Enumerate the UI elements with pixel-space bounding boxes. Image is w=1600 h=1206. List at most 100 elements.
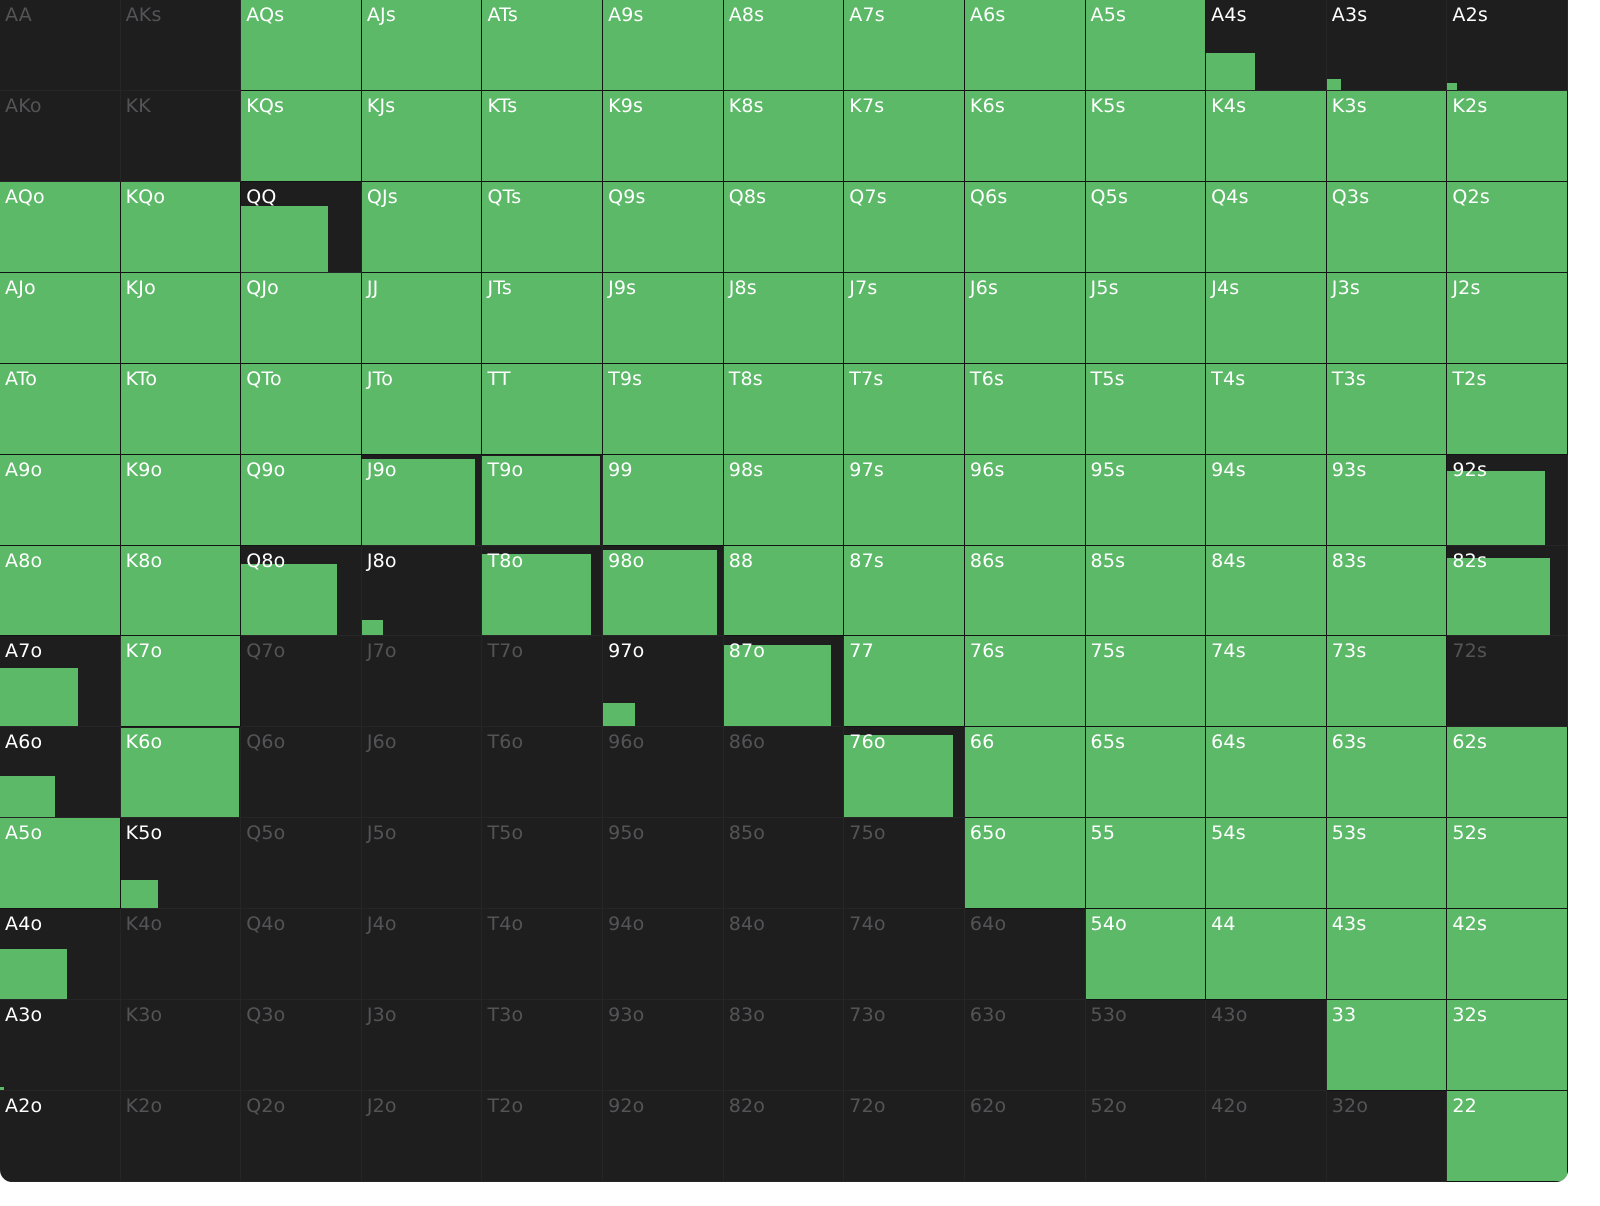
hand-cell[interactable]: J8o — [361, 545, 483, 637]
hand-cell[interactable]: KK — [120, 90, 242, 182]
hand-cell[interactable]: Q3s — [1326, 181, 1448, 273]
hand-cell[interactable]: 99 — [603, 454, 724, 546]
hand-cell[interactable]: A5s — [1085, 0, 1207, 91]
hand-cell[interactable]: 84s — [1206, 545, 1327, 637]
hand-cell[interactable]: A5o — [0, 818, 121, 910]
hand-cell[interactable]: J6s — [964, 272, 1086, 364]
hand-cell[interactable]: K2o — [120, 1091, 242, 1182]
hand-cell[interactable]: A7o — [0, 636, 121, 728]
hand-cell[interactable]: 52s — [1447, 818, 1568, 910]
hand-cell[interactable]: K7s — [844, 90, 965, 182]
hand-cell[interactable]: 65o — [964, 818, 1086, 910]
hand-cell[interactable]: A9o — [0, 454, 121, 546]
hand-cell[interactable]: K2s — [1447, 90, 1568, 182]
hand-cell[interactable]: 83o — [723, 1000, 845, 1092]
hand-cell[interactable]: 66 — [964, 727, 1086, 819]
hand-cell[interactable]: Q9o — [241, 454, 362, 546]
hand-cell[interactable]: J5o — [361, 818, 483, 910]
hand-cell[interactable]: 86s — [964, 545, 1086, 637]
hand-cell[interactable]: K7o — [120, 636, 242, 728]
hand-cell[interactable]: T8o — [482, 545, 604, 637]
hand-cell[interactable]: JJ — [361, 272, 483, 364]
hand-cell[interactable]: 96o — [603, 727, 724, 819]
hand-cell[interactable]: 63s — [1326, 727, 1448, 819]
hand-cell[interactable]: 96s — [964, 454, 1086, 546]
hand-cell[interactable]: QQ — [241, 181, 362, 273]
hand-cell[interactable]: T2o — [482, 1091, 604, 1182]
hand-cell[interactable]: 43o — [1206, 1000, 1327, 1092]
hand-cell[interactable]: J4o — [361, 909, 483, 1001]
hand-cell[interactable]: 82o — [723, 1091, 845, 1182]
hand-cell[interactable]: 86o — [723, 727, 845, 819]
hand-cell[interactable]: 94o — [603, 909, 724, 1001]
hand-cell[interactable]: A3o — [0, 1000, 121, 1092]
hand-cell[interactable]: 72s — [1447, 636, 1568, 728]
hand-cell[interactable]: J7o — [361, 636, 483, 728]
hand-cell[interactable]: 55 — [1085, 818, 1207, 910]
hand-cell[interactable]: J3o — [361, 1000, 483, 1092]
hand-cell[interactable]: AKo — [0, 90, 121, 182]
hand-cell[interactable]: A4o — [0, 909, 121, 1001]
hand-cell[interactable]: QJs — [361, 181, 483, 273]
hand-cell[interactable]: 32s — [1447, 1000, 1568, 1092]
hand-cell[interactable]: J8s — [723, 272, 845, 364]
hand-cell[interactable]: AQo — [0, 181, 121, 273]
hand-cell[interactable]: 54s — [1206, 818, 1327, 910]
hand-cell[interactable]: Q2s — [1447, 181, 1568, 273]
hand-cell[interactable]: A6s — [964, 0, 1086, 91]
hand-cell[interactable]: T8s — [723, 363, 845, 455]
hand-cell[interactable]: J9o — [361, 454, 483, 546]
hand-cell[interactable]: A6o — [0, 727, 121, 819]
hand-cell[interactable]: QTo — [241, 363, 362, 455]
hand-cell[interactable]: AA — [0, 0, 121, 91]
hand-cell[interactable]: J2o — [361, 1091, 483, 1182]
hand-cell[interactable]: K6s — [964, 90, 1086, 182]
hand-cell[interactable]: 93s — [1326, 454, 1448, 546]
hand-cell[interactable]: T3s — [1326, 363, 1448, 455]
hand-cell[interactable]: T3o — [482, 1000, 604, 1092]
hand-cell[interactable]: Q9s — [603, 181, 724, 273]
hand-cell[interactable]: Q5o — [241, 818, 362, 910]
hand-cell[interactable]: K8o — [120, 545, 242, 637]
hand-cell[interactable]: 75o — [844, 818, 965, 910]
hand-cell[interactable]: T7s — [844, 363, 965, 455]
hand-cell[interactable]: 85s — [1085, 545, 1207, 637]
hand-cell[interactable]: A3s — [1326, 0, 1448, 91]
hand-cell[interactable]: 53o — [1085, 1000, 1207, 1092]
hand-cell[interactable]: A9s — [603, 0, 724, 91]
hand-cell[interactable]: A2s — [1447, 0, 1568, 91]
hand-cell[interactable]: JTs — [482, 272, 604, 364]
hand-cell[interactable]: 53s — [1326, 818, 1448, 910]
hand-cell[interactable]: TT — [482, 363, 604, 455]
hand-cell[interactable]: 87s — [844, 545, 965, 637]
hand-cell[interactable]: 97o — [603, 636, 724, 728]
hand-cell[interactable]: K3s — [1326, 90, 1448, 182]
hand-cell[interactable]: A8s — [723, 0, 845, 91]
hand-cell[interactable]: K9s — [603, 90, 724, 182]
hand-cell[interactable]: Q2o — [241, 1091, 362, 1182]
hand-cell[interactable]: T5o — [482, 818, 604, 910]
hand-cell[interactable]: 75s — [1085, 636, 1207, 728]
hand-cell[interactable]: J4s — [1206, 272, 1327, 364]
hand-cell[interactable]: 87o — [723, 636, 845, 728]
hand-cell[interactable]: 42o — [1206, 1091, 1327, 1182]
hand-cell[interactable]: 95s — [1085, 454, 1207, 546]
hand-cell[interactable]: K4s — [1206, 90, 1327, 182]
hand-cell[interactable]: 74s — [1206, 636, 1327, 728]
hand-cell[interactable]: T6s — [964, 363, 1086, 455]
hand-cell[interactable]: 52o — [1085, 1091, 1207, 1182]
hand-cell[interactable]: 62s — [1447, 727, 1568, 819]
hand-cell[interactable]: K5o — [120, 818, 242, 910]
hand-cell[interactable]: ATs — [482, 0, 604, 91]
hand-cell[interactable]: 88 — [723, 545, 845, 637]
hand-cell[interactable]: AKs — [120, 0, 242, 91]
hand-cell[interactable]: JTo — [361, 363, 483, 455]
hand-cell[interactable]: 92o — [603, 1091, 724, 1182]
hand-cell[interactable]: 97s — [844, 454, 965, 546]
hand-cell[interactable]: T9o — [482, 454, 604, 546]
hand-cell[interactable]: KTs — [482, 90, 604, 182]
hand-cell[interactable]: Q4s — [1206, 181, 1327, 273]
hand-cell[interactable]: Q3o — [241, 1000, 362, 1092]
hand-cell[interactable]: Q7o — [241, 636, 362, 728]
hand-cell[interactable]: AJo — [0, 272, 121, 364]
